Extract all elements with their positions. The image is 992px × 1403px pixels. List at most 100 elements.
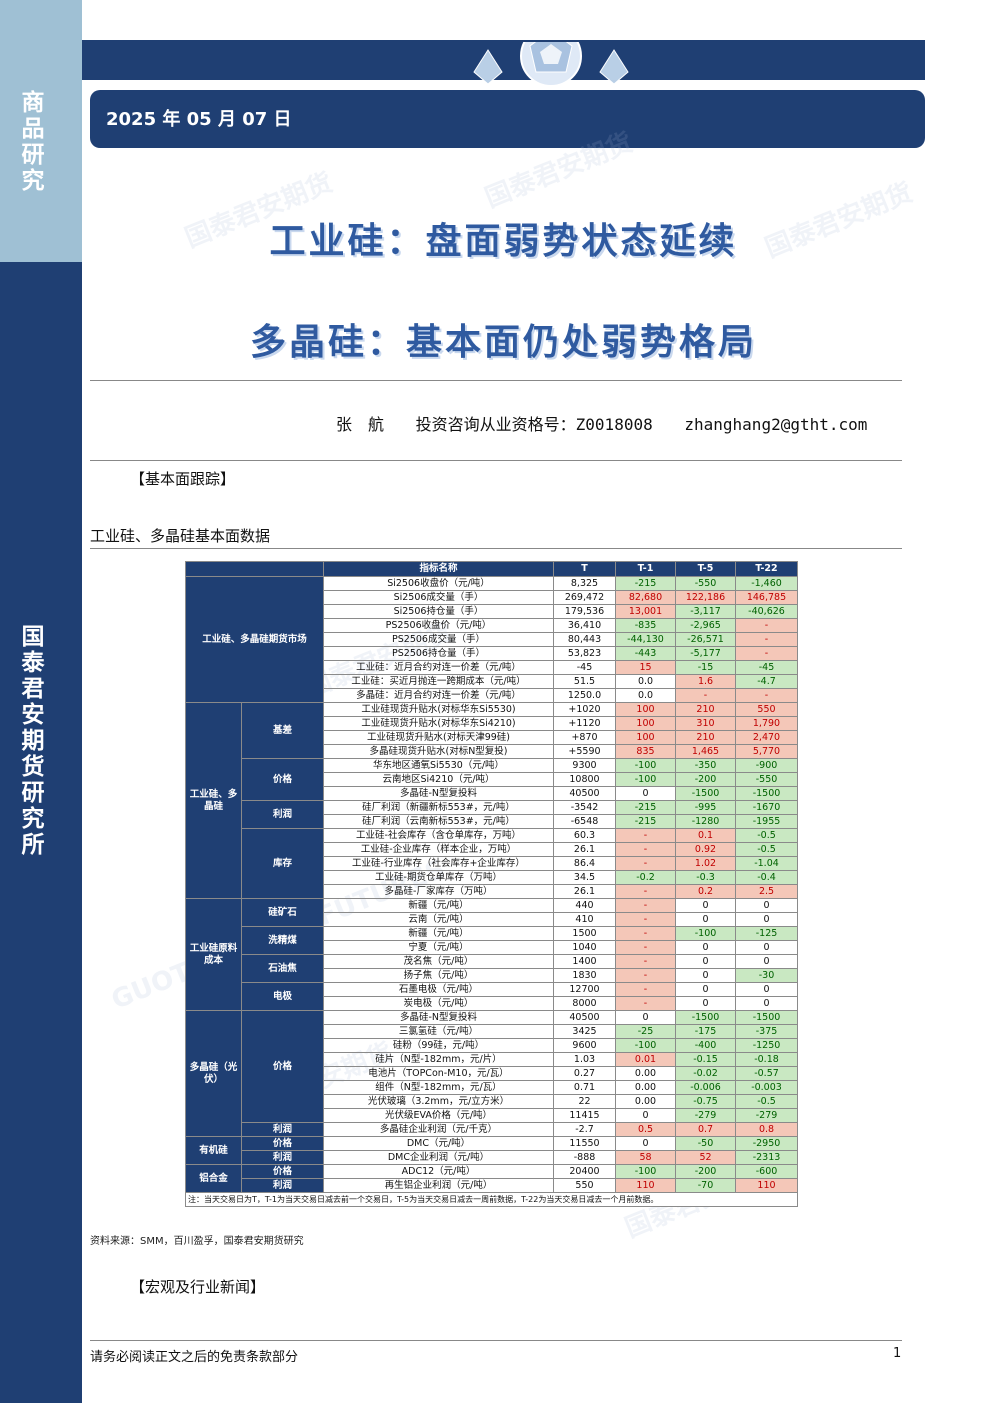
cell-t22: 0 [735, 912, 798, 927]
cell-t22: - [735, 618, 798, 633]
cell-t1: - [615, 898, 676, 913]
cell-t: 179,536 [553, 604, 616, 619]
cell-t1: - [615, 954, 676, 969]
cell-t: 10800 [553, 772, 616, 787]
cell-t1: 0.01 [615, 1052, 676, 1067]
subgroup-label: 价格 [241, 758, 324, 801]
date-bar: 2025 年 05 月 07 日 [90, 90, 925, 148]
cell-item: Si2506收盘价（元/吨） [323, 576, 554, 591]
cell-item: 扬子焦（元/吨） [323, 968, 554, 983]
cell-t: 1500 [553, 926, 616, 941]
cell-t: -45 [553, 660, 616, 675]
cell-t1: 0 [615, 1136, 676, 1151]
cell-t5: 1.02 [675, 856, 736, 871]
cell-t: 1.03 [553, 1052, 616, 1067]
subgroup-label: 利润 [241, 1122, 324, 1137]
cell-t5: -26,571 [675, 632, 736, 647]
author-email[interactable]: zhanghang2@gtht.com [684, 415, 868, 434]
cell-t5: 1,465 [675, 744, 736, 759]
group-label: 多晶硅（光伏） [185, 1010, 242, 1137]
table-row: 三氯氢硅（元/吨） 3425 -25 -175 -375 [186, 1024, 798, 1039]
cell-t1: 100 [615, 702, 676, 717]
cell-t22: -900 [735, 758, 798, 773]
cell-t1: - [615, 940, 676, 955]
table-row: 利润 多晶硅企业利润（元/千克） -2.7 0.5 0.7 0.8 [186, 1122, 798, 1137]
cell-item: 硅片（N型-182mm，元/片） [323, 1052, 554, 1067]
cell-t1: -100 [615, 758, 676, 773]
divider [90, 548, 902, 549]
cell-t: +1120 [553, 716, 616, 731]
cell-t1: -100 [615, 1164, 676, 1179]
cell-t22: -1670 [735, 800, 798, 815]
cell-t22: -2313 [735, 1150, 798, 1165]
cell-t5: 0.7 [675, 1122, 736, 1137]
table-row: 洗精煤 新疆（元/吨） 1500- -100 -125 [186, 926, 798, 955]
cell-item: 硅粉（99硅，元/吨） [323, 1038, 554, 1053]
cell-t22: -40,626 [735, 604, 798, 619]
cell-t: 34.5 [553, 870, 616, 885]
footer-disclaimer[interactable]: 请务必阅读正文之后的免责条款部分 [90, 1350, 299, 1365]
cell-item: 云南地区Si4210（元/吨） [323, 772, 554, 787]
cell-t: 53,823 [553, 646, 616, 661]
subgroup-label: 石油焦 [241, 954, 324, 983]
table-row: 光伏玻璃（3.2mm，元/立方米） 22 0.00 -0.75 -0.5 [186, 1094, 798, 1109]
cell-t22: 550 [735, 702, 798, 717]
cell-t5: -400 [675, 1038, 736, 1053]
cell-t5: -550 [675, 576, 736, 591]
cell-t1: -215 [615, 576, 676, 591]
section-heading-fundamentals: 【基本面跟踪】 [130, 470, 236, 488]
cell-t22: -1.04 [735, 856, 798, 871]
cell-item: 工业硅-企业库存（样本企业，万吨） [323, 842, 554, 857]
cell-item: 工业硅现货升贴水(对标天津99硅) [323, 730, 554, 745]
report-date: 2025 年 05 月 07 日 [106, 109, 292, 130]
cell-t: 0.27 [553, 1066, 616, 1081]
cell-t: 40500 [553, 1010, 616, 1025]
group-label: 工业硅、多晶硅 [185, 702, 242, 899]
cell-t: -888 [553, 1150, 616, 1165]
cell-t1: - [615, 996, 676, 1011]
cell-t5: -0.75 [675, 1094, 736, 1109]
cell-t22: -4.7 [735, 674, 798, 689]
cell-item: 多晶硅企业利润（元/千克） [323, 1122, 554, 1137]
footer-divider [90, 1340, 902, 1341]
cell-t5: 210 [675, 730, 736, 745]
cell-t: 1830 [553, 968, 616, 983]
header-t5: T-5 [675, 561, 736, 577]
cell-item: ADC12（元/吨） [323, 1164, 554, 1179]
cell-t22: -2950 [735, 1136, 798, 1151]
header-t: T [553, 561, 616, 577]
cell-t22: 2,470 [735, 730, 798, 745]
cell-t5: -0.15 [675, 1052, 736, 1067]
cell-t5: 0 [675, 996, 736, 1011]
cell-t1: 0.0 [615, 688, 676, 703]
cell-t1: 835 [615, 744, 676, 759]
cell-t5: 52 [675, 1150, 736, 1165]
header-band [82, 40, 925, 86]
cell-t22: 110 [735, 1178, 798, 1193]
cell-t: 8,325 [553, 576, 616, 591]
cell-t1: 82,680 [615, 590, 676, 605]
cell-t: 1040 [553, 940, 616, 955]
cell-t5: 0.1 [675, 828, 736, 843]
table-row: 硅粉（99硅，元/吨） 9600 -100 -400 -1250 [186, 1038, 798, 1053]
cell-t22: 0 [735, 982, 798, 997]
cell-t22: -550 [735, 772, 798, 787]
cell-t5: -5,177 [675, 646, 736, 661]
cell-t1: -215 [615, 814, 676, 829]
cell-t: 1250.0 [553, 688, 616, 703]
cell-t5: -0.02 [675, 1066, 736, 1081]
cell-t22: -1500 [735, 786, 798, 801]
cell-t22: 0 [735, 954, 798, 969]
cell-t22: -45 [735, 660, 798, 675]
cell-t: 20400 [553, 1164, 616, 1179]
cell-item: 工业硅：近月合约对连一价差（元/吨） [323, 660, 554, 675]
cell-t: -2.7 [553, 1122, 616, 1137]
cell-t1: -44,130 [615, 632, 676, 647]
table-row: 多晶硅：近月合约对连一价差（元/吨） 1250.0 0.0- - [186, 688, 798, 703]
cell-t1: -443 [615, 646, 676, 661]
source-note: 资料来源：SMM，百川盈孚，国泰君安期货研究 [90, 1236, 304, 1247]
table-row: Si2506成交量（手） 269,472 82,680 122,186 146,785 [186, 590, 798, 605]
table-note: 注：当天交易日为T，T-1为当天交易日减去前一个交易日，T-5为当天交易日减去一… [185, 1192, 798, 1207]
cell-t5: -350 [675, 758, 736, 773]
cell-t5: -0.3 [675, 870, 736, 885]
